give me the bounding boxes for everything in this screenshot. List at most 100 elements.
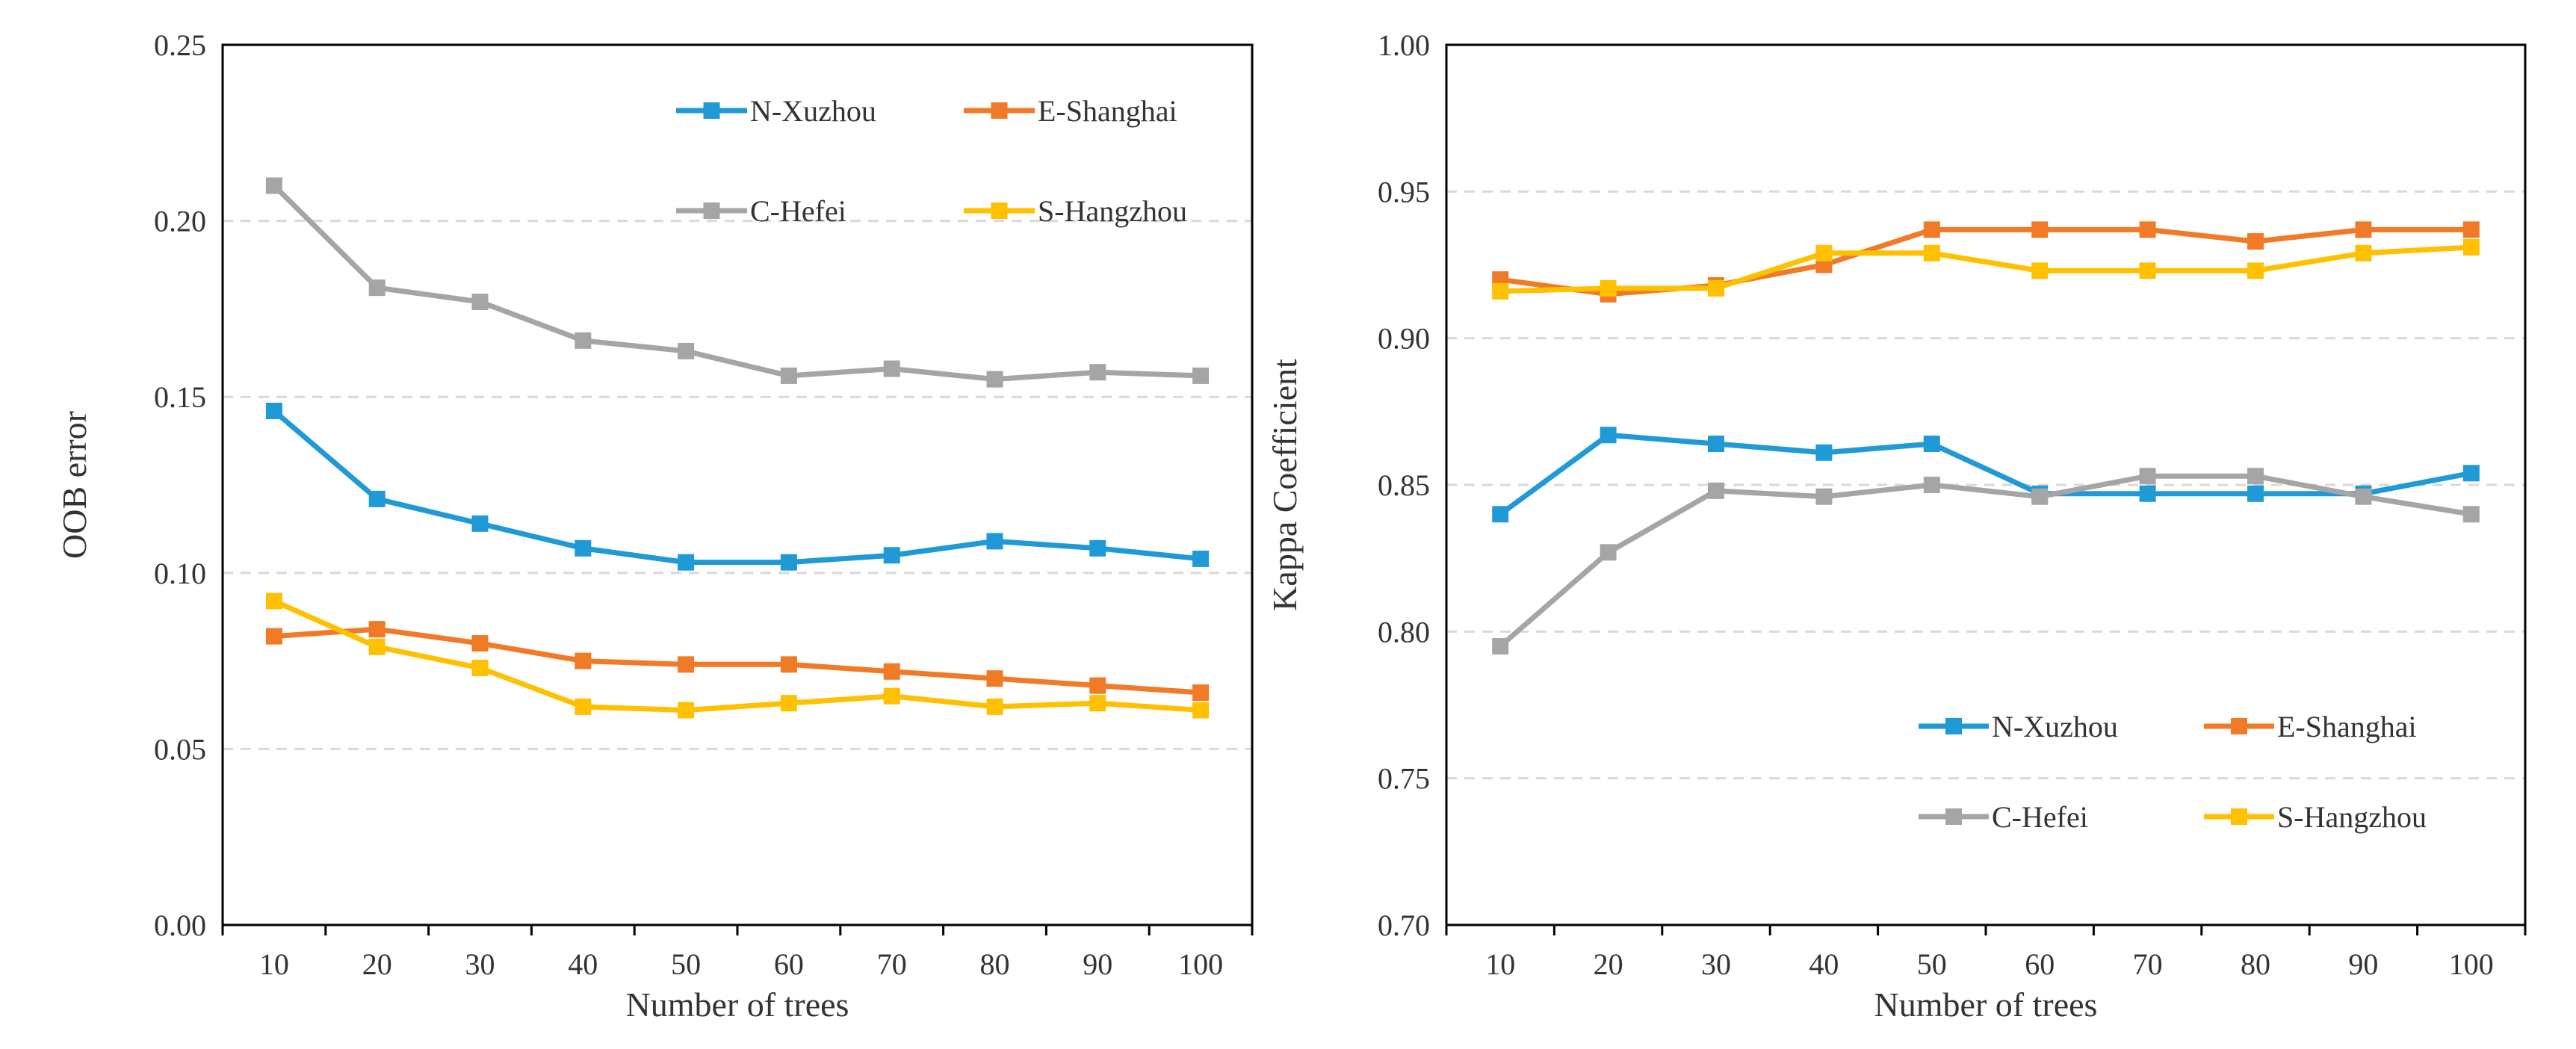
legend-item: S-Hangzhou	[2204, 800, 2427, 834]
data-point	[2031, 488, 2049, 505]
data-point	[780, 554, 797, 571]
data-point	[2462, 506, 2480, 523]
legend-swatch-marker	[703, 202, 720, 219]
data-point	[368, 638, 386, 655]
data-point	[2247, 485, 2264, 502]
data-point	[2355, 221, 2372, 238]
data-point	[678, 702, 695, 719]
data-point	[1600, 427, 1617, 444]
legend-swatch-marker	[703, 102, 720, 119]
legend-item: E-Shanghai	[2204, 710, 2417, 743]
data-point	[2355, 488, 2372, 505]
data-point	[1089, 364, 1106, 381]
data-point	[2462, 238, 2480, 256]
data-point	[2247, 468, 2264, 485]
x-tick-label: 10	[1485, 947, 1515, 981]
series-s-hangzhou	[265, 592, 1210, 719]
y-tick-label: 0.95	[1378, 175, 1430, 208]
y-tick-label: 0.20	[154, 205, 206, 238]
x-tick-label: 10	[259, 947, 289, 981]
series-line	[272, 183, 1201, 383]
y-tick-label: 0.25	[154, 28, 206, 62]
legend-item: E-Shanghai	[964, 94, 1177, 128]
legend-swatch-marker	[2231, 718, 2247, 734]
data-point	[986, 533, 1003, 550]
legend-item: N-Xuzhou	[676, 94, 876, 128]
plot-frame	[221, 43, 1254, 926]
data-point	[1089, 695, 1106, 712]
legend: N-Xuzhou E-Shanghai C-Hefei S-Hangzhou	[676, 94, 1187, 228]
data-point	[575, 698, 592, 715]
x-tick-label: 30	[465, 947, 495, 981]
data-point	[2031, 262, 2049, 279]
data-point	[1492, 637, 1509, 655]
x-tick-label: 90	[2348, 947, 2378, 981]
series-e-shanghai	[265, 621, 1210, 702]
series-c-hefei	[1492, 468, 2480, 655]
data-point	[678, 656, 695, 673]
x-tick-label: 90	[1083, 947, 1112, 981]
data-point	[780, 367, 797, 384]
data-point	[2462, 465, 2480, 482]
data-point	[575, 332, 592, 349]
y-axis-title: Kappa Coefficient	[1266, 359, 1304, 611]
data-point	[1089, 539, 1106, 557]
x-axis-title: Number of trees	[1874, 985, 2098, 1024]
x-tick-label: 20	[362, 947, 392, 981]
y-tick-label: 0.10	[154, 557, 206, 590]
data-point	[1708, 482, 1724, 499]
data-point	[1089, 677, 1106, 694]
data-point	[265, 628, 282, 645]
data-point	[575, 539, 592, 557]
legend-label: S-Hangzhou	[1038, 194, 1187, 228]
series-line	[272, 409, 1201, 566]
legend-label: S-Hangzhou	[2277, 800, 2427, 834]
data-point	[1192, 367, 1210, 384]
legend-swatch-marker	[1945, 808, 1962, 825]
data-point	[780, 656, 797, 673]
data-point	[471, 660, 489, 677]
series-line	[273, 598, 1201, 714]
x-tick-label: 40	[568, 947, 598, 981]
data-point	[1600, 279, 1617, 297]
series-line	[273, 626, 1201, 696]
x-tick-label: 50	[1917, 947, 1947, 981]
data-point	[986, 670, 1003, 687]
data-point	[368, 279, 386, 297]
data-point	[986, 698, 1003, 715]
x-axis-title: Number of trees	[626, 985, 849, 1024]
chart-oob-error: 0.00 0.05 0.10 0.15 0.20 0.25 10 20 30 40 50 60 70 80…	[55, 28, 1254, 1024]
data-point	[1815, 488, 1833, 505]
x-tick-label: 70	[877, 947, 907, 981]
x-tick-label: 70	[2133, 947, 2163, 981]
data-point	[1192, 684, 1210, 702]
data-point	[265, 403, 282, 420]
data-point	[265, 592, 282, 610]
data-point	[678, 554, 695, 571]
data-point	[1600, 544, 1617, 561]
series-n-xuzhou	[1492, 427, 2480, 523]
data-point	[368, 621, 386, 638]
y-tick-label: 0.00	[154, 909, 206, 942]
data-point	[2462, 221, 2480, 238]
legend-item: N-Xuzhou	[1919, 710, 2118, 743]
y-tick-label: 0.70	[1378, 909, 1430, 942]
legend-swatch-marker	[991, 202, 1008, 219]
legend-label: N-Xuzhou	[750, 94, 876, 128]
data-point	[1923, 221, 1940, 238]
legend-label: C-Hefei	[750, 194, 846, 228]
series-s-hangzhou	[1492, 238, 2480, 300]
data-point	[780, 695, 797, 712]
data-point	[2247, 233, 2264, 250]
legend-item: S-Hangzhou	[964, 194, 1187, 228]
x-tick-label: 30	[1701, 947, 1731, 981]
data-point	[575, 652, 592, 669]
data-point	[1815, 444, 1833, 461]
x-tick-label: 60	[774, 947, 804, 981]
data-point	[2139, 485, 2156, 502]
legend-item: C-Hefei	[676, 194, 846, 228]
data-point	[678, 342, 695, 359]
chart-kappa-coefficient: 0.70 0.75 0.80 0.85 0.90 0.95 1.00 10 20 30 40 50 60…	[1266, 28, 2527, 1024]
data-point	[1492, 506, 1509, 523]
data-point	[2139, 262, 2156, 279]
